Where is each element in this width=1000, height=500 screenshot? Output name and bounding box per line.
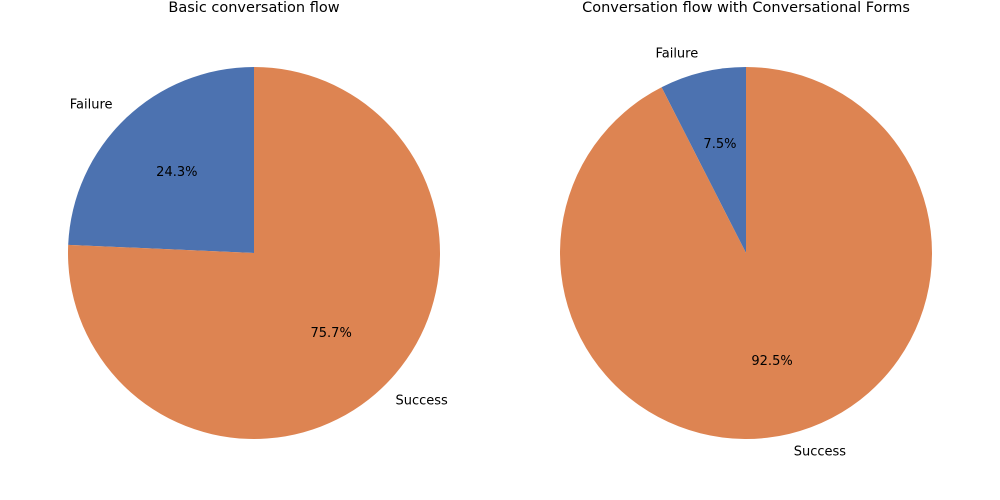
pie-slice-success: [559, 67, 932, 439]
pie-category-label: Failure: [70, 98, 113, 113]
pie-category-label: Failure: [655, 47, 698, 62]
pie-chart-conversational-forms: Conversation flow with Conversational Fo…: [559, 0, 932, 460]
pie-category-label: Success: [395, 393, 448, 408]
pie-percent-label: 24.3%: [156, 165, 197, 180]
chart-title: Conversation flow with Conversational Fo…: [582, 0, 910, 16]
pie-slices: [67, 67, 440, 440]
pie-slice-success: [67, 67, 440, 440]
pie-chart-basic: Basic conversation flow 24.3% Failure 75.7…: [67, 0, 448, 440]
pie-labels: 24.3% Failure 75.7% Success: [70, 98, 448, 409]
pie-percent-label: 7.5%: [703, 137, 736, 152]
pie-slices: [559, 67, 932, 439]
pie-percent-label: 92.5%: [751, 354, 792, 369]
pie-slice-failure: [68, 67, 254, 253]
pie-category-label: Success: [794, 444, 847, 459]
pie-labels: 7.5% Failure 92.5% Success: [655, 47, 846, 460]
pie-slice-failure: [661, 67, 746, 253]
pie-percent-label: 75.7%: [311, 326, 352, 341]
chart-title: Basic conversation flow: [168, 0, 339, 16]
